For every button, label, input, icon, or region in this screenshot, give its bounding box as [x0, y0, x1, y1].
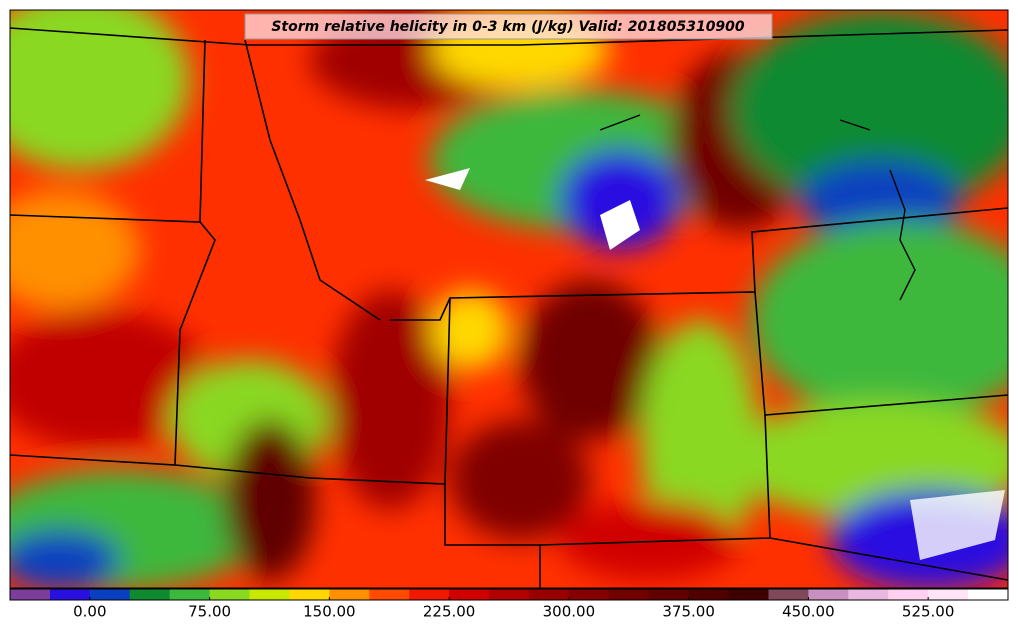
- colorbar-tick-label: 75.00: [188, 603, 231, 621]
- state-borders: [10, 27, 1008, 588]
- map-frame: [9, 9, 1009, 589]
- colorbar-swatch: [209, 589, 251, 600]
- colorbar-swatch: [249, 589, 290, 600]
- colorbar-swatch: [329, 589, 370, 600]
- colorbar-swatch: [808, 589, 849, 600]
- colorbar-tick-label: 300.00: [543, 603, 596, 621]
- colorbar-swatch: [528, 589, 570, 600]
- colorbar: 0.00 75.00 150.00 225.00 300.00 375.00 450.00 5…: [9, 588, 1009, 621]
- colorbar-tick-label: 375.00: [662, 603, 715, 621]
- rivers: [599, 114, 916, 301]
- colorbar-frame: [9, 588, 1009, 601]
- colorbar-swatch: [409, 589, 450, 600]
- map-title: Storm relative helicity in 0-3 km (J/kg)…: [271, 19, 745, 35]
- colorbar-swatch: [489, 589, 530, 600]
- colorbar-swatch: [608, 589, 650, 600]
- colorbar-tick-label: 150.00: [303, 603, 356, 621]
- helicity-field: [10, 10, 1008, 588]
- colorbar-tick-label: 225.00: [423, 603, 476, 621]
- colorbar-swatch: [688, 589, 730, 600]
- colorbar-swatch: [289, 589, 330, 600]
- colorbar-swatch: [728, 589, 769, 600]
- colorbar-swatch: [49, 589, 91, 600]
- colorbar-swatch: [568, 589, 610, 600]
- colorbar-swatch: [129, 589, 171, 600]
- colorbar-swatch: [449, 589, 490, 600]
- colorbar-tick-label: 525.00: [902, 603, 955, 621]
- colorbar-swatch: [10, 589, 51, 600]
- colorbar-swatch: [968, 589, 1009, 600]
- colorbar-swatch: [888, 589, 929, 600]
- colorbar-swatch: [768, 589, 809, 600]
- title-box: [244, 13, 773, 40]
- colorbar-swatch: [928, 589, 969, 600]
- colorbar-tick-label: 450.00: [782, 603, 835, 621]
- colorbar-swatch: [848, 589, 889, 600]
- colorbar-swatch: [648, 589, 690, 600]
- colorbar-swatch: [89, 589, 131, 600]
- colorbar-swatch: [369, 589, 410, 600]
- colorbar-tick-label: 0.00: [73, 603, 106, 621]
- colorbar-swatch: [169, 589, 211, 600]
